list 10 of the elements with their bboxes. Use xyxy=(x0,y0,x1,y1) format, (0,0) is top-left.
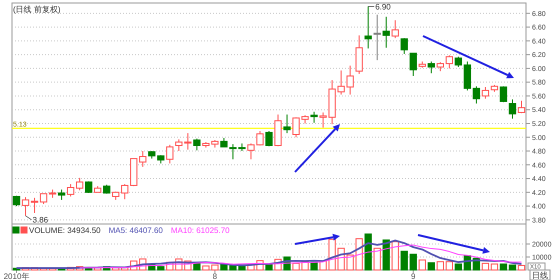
annotation: 6.90 xyxy=(375,2,392,12)
chart-title: (日线 前复权) xyxy=(13,5,61,14)
annotation: 3.86 xyxy=(32,216,49,225)
x-tick-label: 9 xyxy=(411,272,416,280)
legend-label: VOLUME: 34934.50 xyxy=(29,226,102,235)
text: 日线 xyxy=(532,271,548,280)
x-tick-label: 2010年 xyxy=(4,272,30,280)
text: MA5: 46407.60 xyxy=(108,226,164,235)
x-tick-label: 8 xyxy=(212,272,218,280)
text: MA10: 61025.70 xyxy=(170,226,230,235)
